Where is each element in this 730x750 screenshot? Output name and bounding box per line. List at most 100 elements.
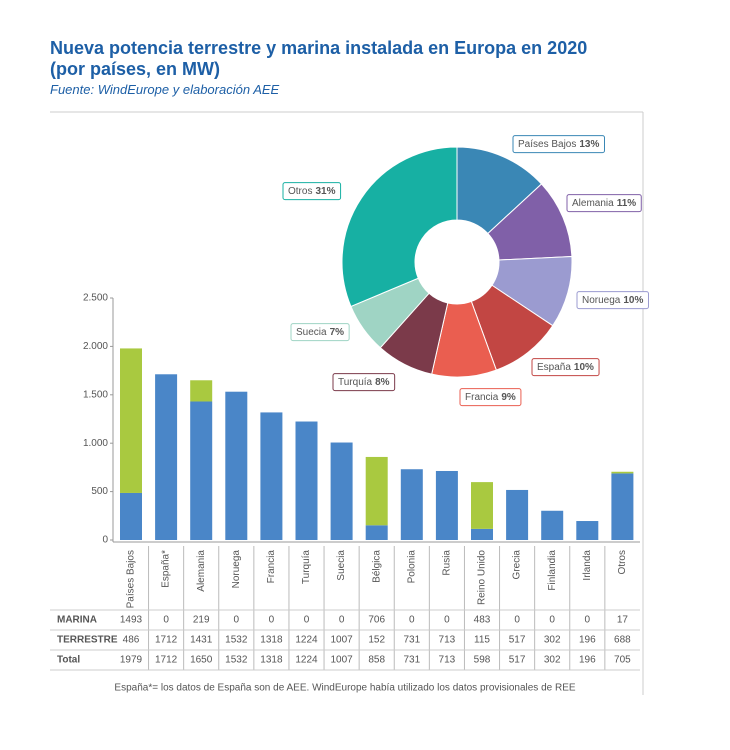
bar-segment [120,492,142,540]
slice-value: 11% [617,198,637,209]
chart-subtitle: Fuente: WindEurope y elaboración AEE [50,82,280,97]
table-cell: 706 [368,615,385,626]
table-cell: 196 [579,635,596,646]
table-cell: 713 [439,655,456,666]
row-label: Total [57,655,80,666]
bar-segment [435,470,458,540]
table-cell: 1979 [120,655,143,666]
label-box [576,291,649,310]
table-cell: 1712 [155,635,178,646]
slice-value: 10% [623,295,643,306]
pie-label: Turquía 8% [332,373,396,392]
slice-name: Alemania [572,198,614,209]
header: Nueva potencia terrestre y marina instal… [50,38,610,97]
label-box [282,182,342,201]
table-cell: 517 [509,635,526,646]
slice-name: Francia [465,392,499,403]
table-cell: 486 [123,635,140,646]
bar-segment [155,374,178,540]
x-tick-label: Reino Unido [477,550,488,605]
table-cell: 1532 [225,635,248,646]
bar-segment [225,391,248,540]
pie-label-text: Países Bajos 13% [518,139,599,150]
x-tick-label: Bélgica [371,550,382,583]
table-cell: 115 [474,635,490,646]
table-cell: 483 [474,615,491,626]
table-cell: 0 [514,615,520,626]
y-tick-label: 2.000 [83,341,108,352]
table-cell: 196 [579,655,596,666]
slice-name: España [537,362,571,373]
table-cell: 688 [614,635,631,646]
table-cell: 0 [234,615,240,626]
table-cell: 0 [409,615,415,626]
pie-label-text: Noruega 10% [582,295,643,306]
table-cell: 858 [368,655,385,666]
table-cell: 713 [439,635,456,646]
table-cell: 1493 [120,615,143,626]
label-box [459,388,522,407]
chart-title: Nueva potencia terrestre y marina instal… [50,38,588,79]
row-label: TERRESTRE [57,635,118,646]
table-cell: 1007 [330,635,353,646]
table-cell: 1224 [295,655,318,666]
label-box [531,358,600,377]
bar-segment [576,521,599,540]
bar-segment [120,348,142,493]
bar-segment [611,473,634,540]
pie-label: Francia 9% [459,388,522,407]
label-box [290,323,350,342]
y-tick-label: 500 [91,486,108,497]
label-box [332,373,396,392]
x-tick-label: Irlanda [582,550,593,581]
x-tick-label: Grecia [512,550,523,580]
table-cell: 1318 [260,635,283,646]
table-cell: 219 [193,615,210,626]
table-cell: 0 [549,615,555,626]
bar-segment [611,471,634,474]
table-cell: 302 [544,655,561,666]
pie-label: Alemania 11% [566,194,642,213]
bar-segment [541,510,564,540]
table-cell: 1318 [260,655,283,666]
x-tick-label: Alemania [196,550,207,592]
pie-label: España 10% [531,358,600,377]
table-cell: 0 [444,615,450,626]
label-box [512,135,605,154]
slice-value: 31% [315,186,335,197]
slice-name: Países Bajos [518,139,576,150]
x-tick-label: Noruega [231,550,242,589]
bar-segment [471,482,493,529]
pie-label: Suecia 7% [290,323,350,342]
bar-segment [330,442,353,540]
table-cell: 0 [269,615,275,626]
table-cell: 0 [339,615,345,626]
pie-label: Otros 31% [282,182,342,201]
table-cell: 17 [617,615,629,626]
table-cell: 1007 [330,655,353,666]
slice-value: 7% [330,327,345,338]
bar-segment [471,528,493,540]
slice-name: Noruega [582,295,621,306]
pie-label-text: Francia 9% [465,392,516,403]
table-cell: 1431 [190,635,213,646]
y-tick-label: 2.500 [83,293,108,304]
label-box [566,194,642,213]
pie-label-text: Turquía 8% [338,377,390,388]
table-cell: 598 [474,655,491,666]
slice-name: Suecia [296,327,327,338]
slice-value: 9% [501,392,516,403]
footnote: España*= los datos de España son de AEE.… [114,683,575,694]
pie-label-text: Alemania 11% [572,198,636,209]
bar-segment [506,489,529,540]
x-tick-label: Polonia [406,550,417,584]
table-cell: 0 [304,615,310,626]
bar-segment [190,401,213,540]
table-cell: 1224 [295,635,318,646]
bar-segment [260,412,283,540]
pie-label-text: España 10% [537,362,594,373]
table-cell: 1532 [225,655,248,666]
bar-segment [365,525,388,540]
pie-label: Países Bajos 13% [512,135,605,154]
row-label: MARINA [57,615,97,626]
